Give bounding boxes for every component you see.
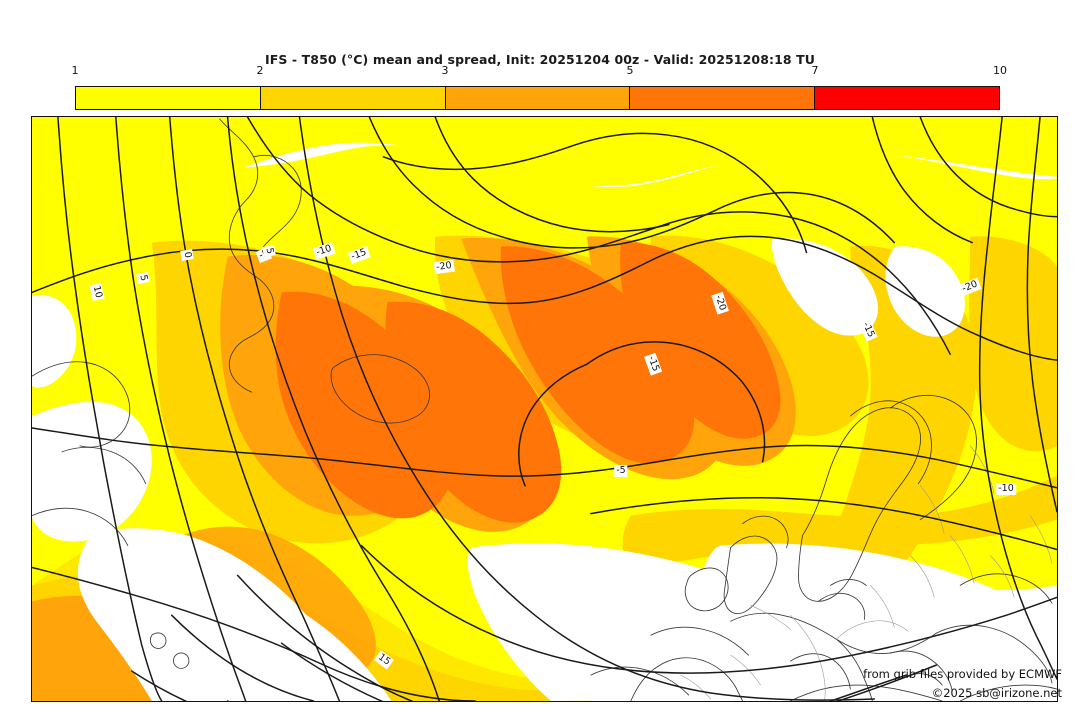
colorbar-tick-1: 1 — [71, 64, 79, 77]
spread-band-4 — [275, 242, 781, 523]
coastlines — [32, 118, 1057, 701]
colorbar-tick-7: 7 — [811, 64, 819, 77]
attribution-copyright: ©2025 sb@irizone.net — [931, 686, 1062, 700]
colorbar-segment-3-5 — [445, 87, 631, 109]
contour-label-5: 5 — [262, 245, 276, 257]
attribution-source: from grib files provided by ECMWF — [863, 667, 1062, 681]
mean-contours — [32, 117, 1057, 701]
spread-colorbar — [75, 86, 1000, 110]
colorbar-tick-2: 2 — [256, 64, 264, 77]
contour-label-neg10: -10 — [996, 483, 1016, 495]
map-frame[interactable]: -5-10-15-20-20-15-15-20-10-5105051510 — [31, 116, 1058, 702]
colorbar-segment-7-10 — [815, 87, 999, 109]
colorbar-segment-2-3 — [260, 87, 446, 109]
contour-label-neg5: -5 — [614, 465, 628, 477]
map-canvas — [32, 117, 1057, 701]
colorbar-segment-5-7 — [630, 87, 816, 109]
colorbar-tick-5: 5 — [626, 64, 634, 77]
contour-label-0: 0 — [180, 249, 194, 261]
colorbar-segment-1-2 — [76, 87, 261, 109]
page-title: IFS - T850 (°C) mean and spread, Init: 2… — [264, 52, 816, 67]
colorbar-tick-10: 10 — [993, 64, 1007, 77]
colorbar-tick-3: 3 — [441, 64, 449, 77]
colorbar-tick-labels: 1 2 3 5 7 10 — [71, 64, 1008, 82]
colorbar-container: 1 2 3 5 7 10 — [72, 64, 1007, 110]
